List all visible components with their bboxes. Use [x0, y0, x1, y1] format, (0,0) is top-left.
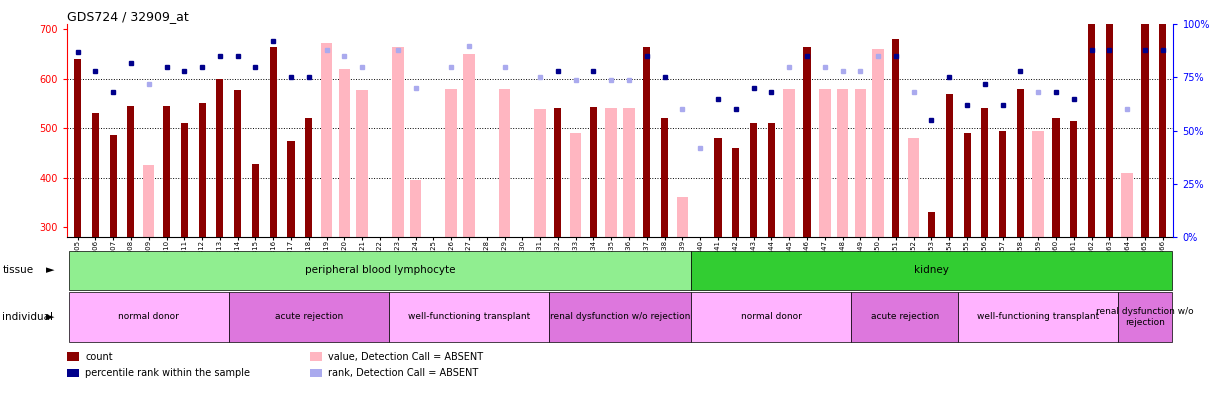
Bar — [163, 106, 170, 237]
Bar — [963, 133, 970, 237]
Text: renal dysfunction w/o
rejection: renal dysfunction w/o rejection — [1096, 307, 1194, 326]
Bar — [606, 109, 617, 237]
Bar — [694, 237, 706, 348]
Text: value, Detection Call = ABSENT: value, Detection Call = ABSENT — [328, 352, 484, 362]
Bar — [1000, 131, 1006, 237]
Text: kidney: kidney — [914, 265, 948, 275]
Bar — [287, 141, 294, 237]
Bar — [1088, 15, 1096, 237]
Bar — [1105, 19, 1113, 237]
Bar — [235, 90, 241, 237]
Bar — [837, 89, 849, 237]
Text: GDS724 / 32909_at: GDS724 / 32909_at — [67, 10, 188, 23]
Bar — [928, 212, 935, 237]
Bar — [590, 107, 597, 237]
Bar — [1070, 121, 1077, 237]
Bar — [143, 165, 154, 237]
Bar — [981, 109, 989, 237]
Bar — [893, 39, 900, 237]
Bar — [252, 164, 259, 237]
Bar — [128, 106, 135, 237]
Bar — [643, 47, 651, 237]
Bar — [1032, 131, 1045, 237]
Bar — [463, 54, 474, 237]
Text: percentile rank within the sample: percentile rank within the sample — [85, 368, 250, 378]
Bar — [216, 79, 224, 237]
Bar — [1053, 118, 1059, 237]
Text: ►: ► — [46, 265, 55, 275]
Bar — [392, 47, 404, 237]
Text: well-functioning transplant: well-functioning transplant — [978, 312, 1099, 322]
Bar — [818, 89, 831, 237]
Text: acute rejection: acute rejection — [871, 312, 939, 322]
Bar — [321, 43, 332, 237]
Bar — [1142, 19, 1149, 237]
Text: normal donor: normal donor — [118, 312, 179, 322]
Text: normal donor: normal donor — [741, 312, 801, 322]
Bar — [534, 109, 546, 237]
Bar — [181, 123, 187, 237]
Bar — [804, 47, 811, 237]
Bar — [715, 138, 721, 237]
Bar — [91, 113, 98, 237]
Bar — [1017, 89, 1024, 237]
Bar — [356, 90, 368, 237]
Bar — [499, 89, 511, 237]
Bar — [198, 103, 206, 237]
Bar — [872, 49, 884, 237]
Text: count: count — [85, 352, 113, 362]
Text: well-functioning transplant: well-functioning transplant — [407, 312, 530, 322]
Bar — [410, 180, 422, 237]
Bar — [732, 148, 739, 237]
Bar — [946, 94, 953, 237]
Text: peripheral blood lymphocyte: peripheral blood lymphocyte — [305, 265, 455, 275]
Bar — [270, 47, 277, 237]
Bar — [1159, 19, 1166, 237]
Bar — [305, 118, 313, 237]
Text: acute rejection: acute rejection — [275, 312, 343, 322]
Bar — [74, 59, 81, 237]
Bar — [908, 138, 919, 237]
Text: tissue: tissue — [2, 265, 34, 275]
Bar — [783, 89, 795, 237]
Bar — [445, 89, 457, 237]
Bar — [676, 197, 688, 237]
Text: ►: ► — [46, 312, 55, 322]
Bar — [554, 109, 562, 237]
Bar — [1121, 173, 1133, 237]
Bar — [338, 69, 350, 237]
Bar — [570, 133, 581, 237]
Text: individual: individual — [2, 312, 54, 322]
Bar — [624, 109, 635, 237]
Bar — [767, 123, 775, 237]
Text: rank, Detection Call = ABSENT: rank, Detection Call = ABSENT — [328, 368, 479, 378]
Bar — [855, 89, 866, 237]
Bar — [750, 123, 758, 237]
Bar — [109, 134, 117, 237]
Text: renal dysfunction w/o rejection: renal dysfunction w/o rejection — [550, 312, 691, 322]
Bar — [662, 118, 669, 237]
